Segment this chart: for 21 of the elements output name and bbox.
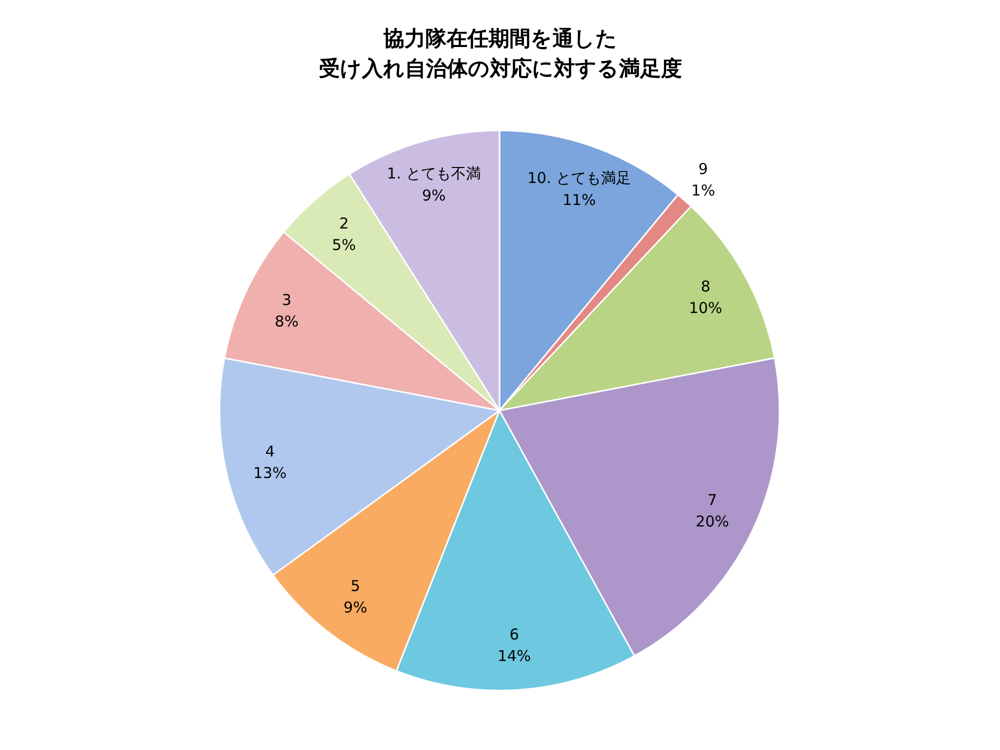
slice-label: 10. とても満足 (527, 169, 631, 188)
chart-title: 協力隊在任期間を通した受け入れ自治体の対応に対する満足度 (319, 26, 682, 80)
slice-label: 8 (700, 278, 710, 296)
slice-label: 4 (265, 442, 275, 460)
data-label: 14% (498, 647, 531, 666)
data-label: 1% (691, 181, 716, 200)
slice-label: 1. とても不満 (386, 164, 481, 183)
data-label: 8% (274, 312, 299, 330)
slice-label: 7 (708, 491, 718, 510)
slice-label: 3 (282, 290, 292, 309)
slice-label: 2 (339, 214, 349, 233)
slice-label: 5 (350, 576, 360, 595)
slice-label: 9 (698, 160, 708, 178)
data-label: 20% (696, 512, 729, 531)
data-label: 10% (688, 299, 722, 318)
data-label: 5% (332, 236, 356, 254)
slice-label: 6 (509, 626, 520, 644)
data-label: 9% (422, 186, 446, 205)
data-label: 13% (253, 464, 287, 482)
data-label: 9% (343, 598, 368, 616)
data-label: 11% (562, 191, 596, 210)
